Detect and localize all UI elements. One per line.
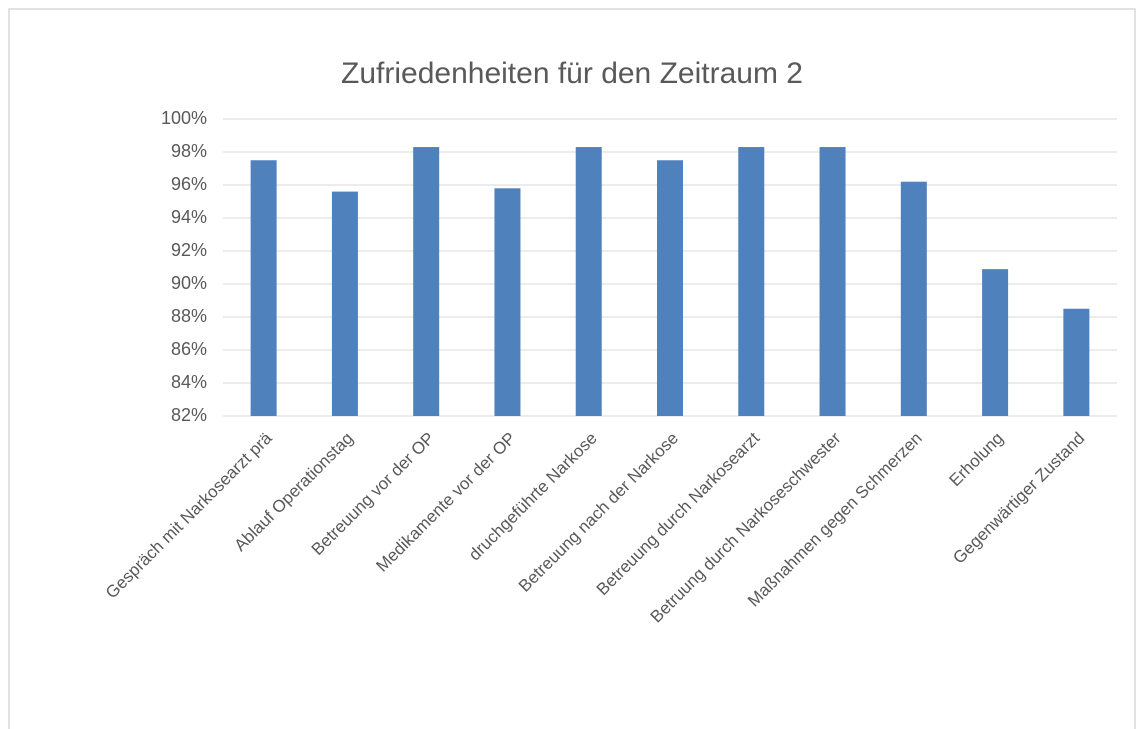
chart-border [8, 8, 1136, 729]
bar [900, 181, 927, 416]
bar [575, 147, 602, 417]
y-tick-label: 86% [171, 339, 207, 359]
y-tick-label: 100% [161, 108, 207, 128]
y-tick-label: 92% [171, 240, 207, 260]
bar [331, 191, 358, 416]
bar [494, 188, 521, 416]
y-tick-label: 98% [171, 141, 207, 161]
y-tick-label: 88% [171, 306, 207, 326]
bar [738, 147, 765, 417]
bar [413, 147, 440, 417]
y-tick-label: 82% [171, 405, 207, 425]
bar [819, 147, 846, 417]
bar [250, 160, 277, 416]
bar [657, 160, 683, 416]
bar [1063, 308, 1090, 416]
bar [982, 269, 1009, 416]
y-tick-label: 90% [171, 273, 207, 293]
y-tick-label: 96% [171, 174, 207, 194]
y-tick-label: 94% [171, 207, 207, 227]
y-tick-label: 84% [171, 372, 207, 392]
chart-title: Zufriedenheiten für den Zeitraum 2 [341, 57, 803, 90]
